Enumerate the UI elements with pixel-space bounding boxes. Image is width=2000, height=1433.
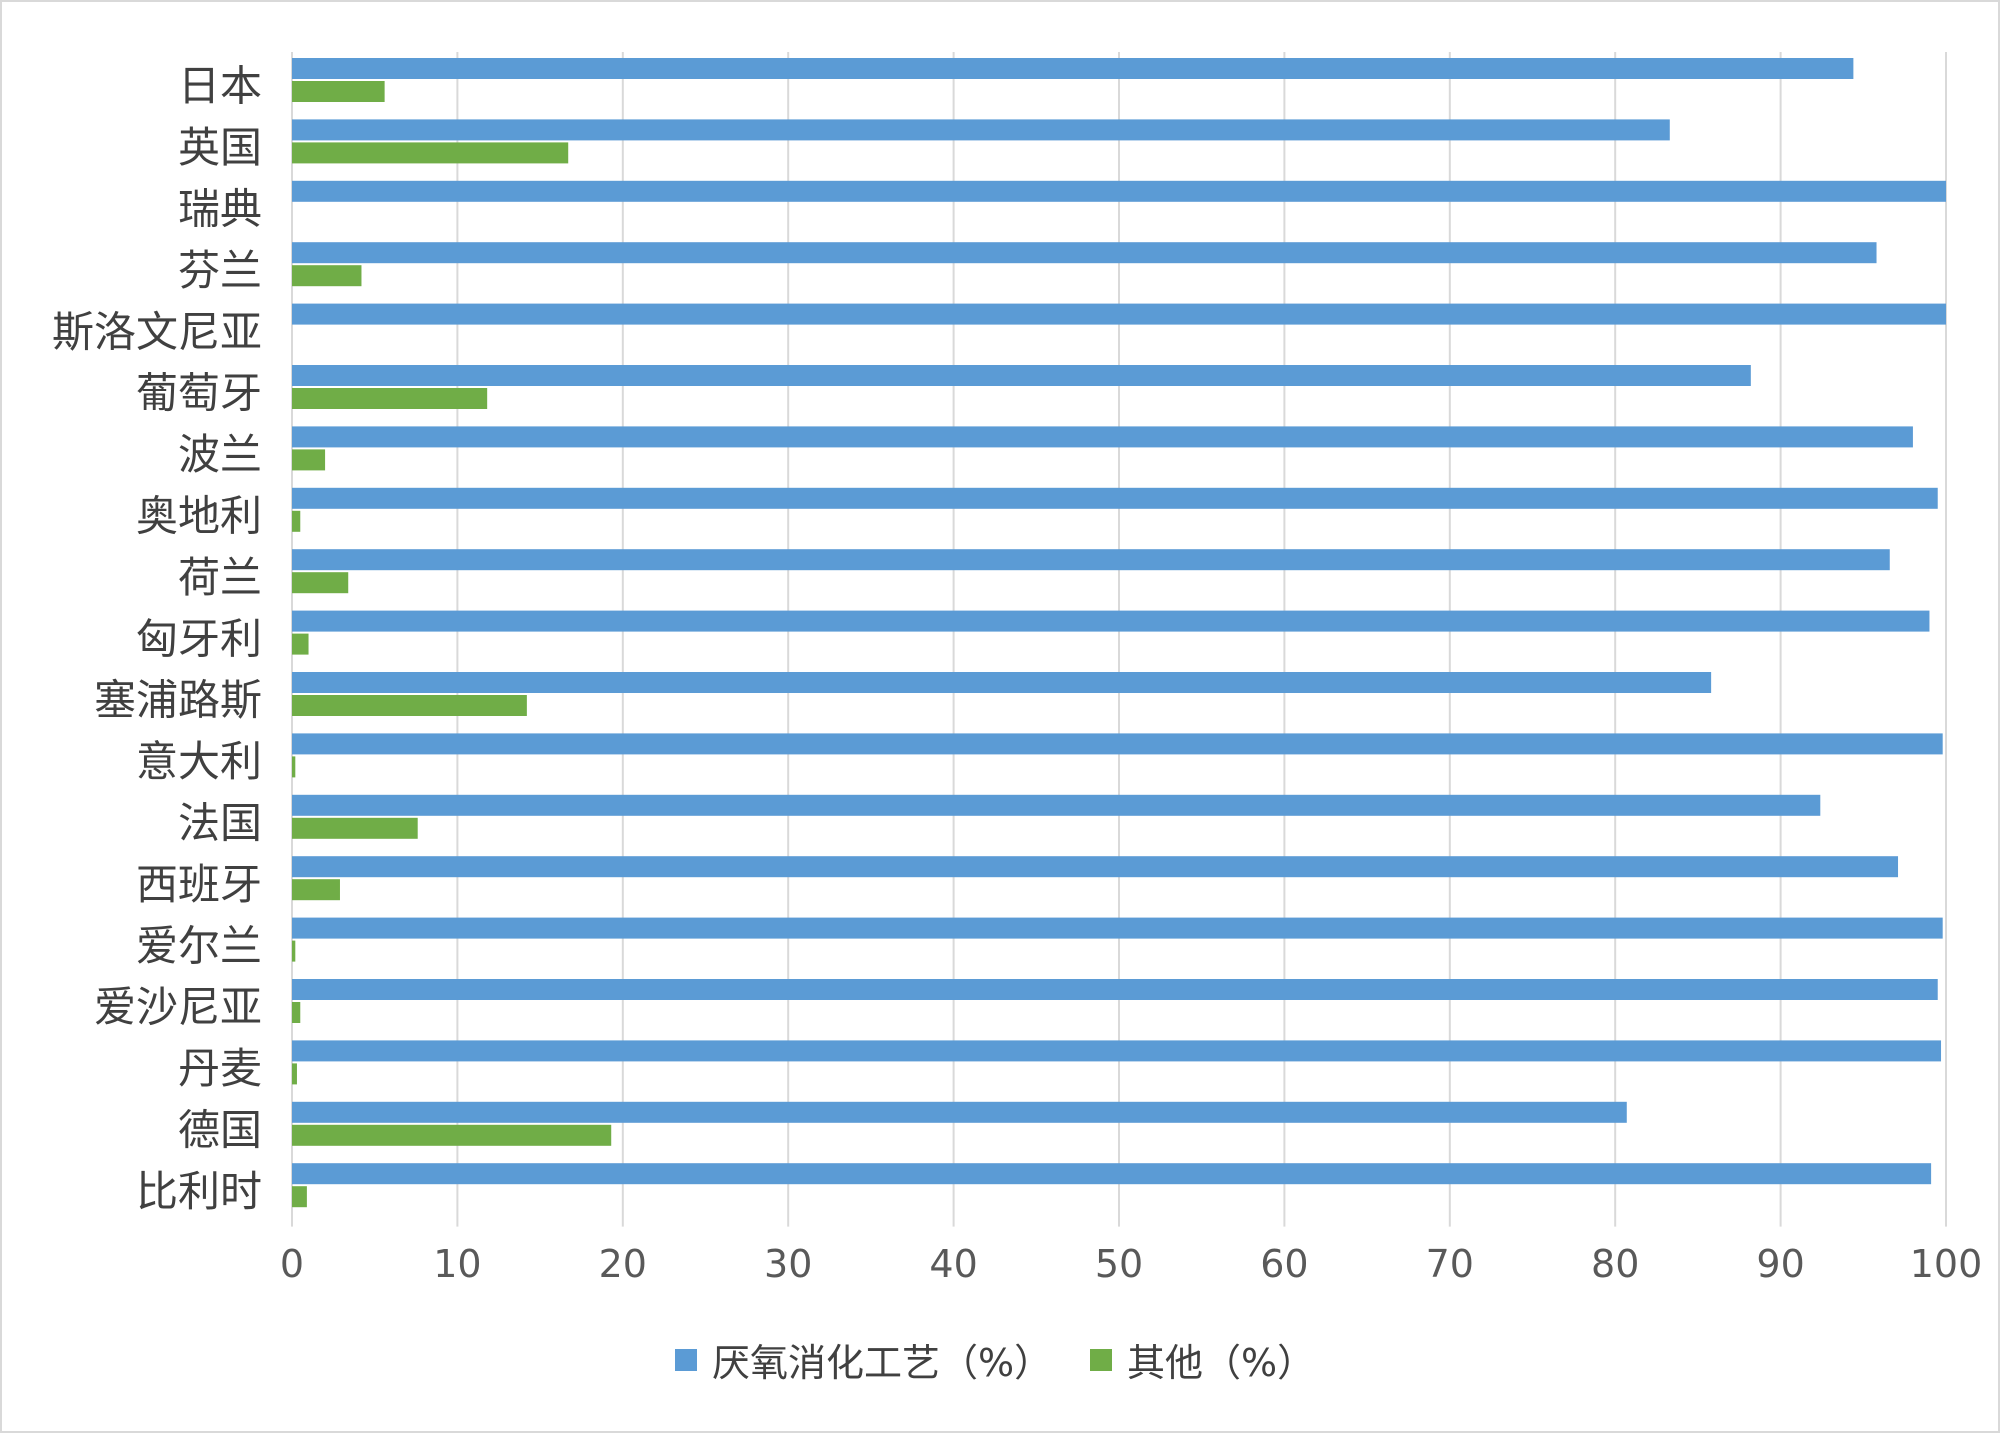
bar-anaerobic-3 xyxy=(292,242,1877,264)
legend-swatch-anaerobic xyxy=(675,1349,697,1371)
category-label: 波兰 xyxy=(178,430,262,479)
x-tick-label: 60 xyxy=(1260,1242,1308,1286)
legend-label-other: 其他（%） xyxy=(1127,1341,1315,1385)
bar-other-3 xyxy=(292,265,362,287)
bar-anaerobic-2 xyxy=(292,180,1946,202)
category-labels: 日本英国瑞典芬兰斯洛文尼亚葡萄牙波兰奥地利荷兰匈牙利塞浦路斯意大利法国西班牙爱尔… xyxy=(52,62,262,1216)
bar-other-0 xyxy=(292,81,385,102)
bar-other-17 xyxy=(292,1124,612,1146)
x-tick-label: 20 xyxy=(599,1242,647,1286)
bar-anaerobic-12 xyxy=(292,794,1821,816)
bar-other-13 xyxy=(292,879,340,901)
category-label: 比利时 xyxy=(136,1167,262,1216)
category-label: 法国 xyxy=(178,799,262,848)
category-label: 瑞典 xyxy=(178,185,262,234)
bar-other-6 xyxy=(292,449,326,471)
bar-anaerobic-1 xyxy=(292,119,1670,141)
bar-anaerobic-0 xyxy=(292,58,1854,79)
bar-anaerobic-14 xyxy=(292,917,1943,939)
bar-other-12 xyxy=(292,817,418,839)
category-label: 塞浦路斯 xyxy=(94,676,262,725)
bar-other-1 xyxy=(292,142,569,164)
bar-anaerobic-4 xyxy=(292,303,1946,325)
category-label: 日本 xyxy=(178,62,262,111)
x-tick-label: 10 xyxy=(433,1242,481,1286)
category-label: 德国 xyxy=(178,1106,262,1155)
category-label: 荷兰 xyxy=(178,553,262,602)
bar-other-10 xyxy=(292,695,527,716)
bar-other-11 xyxy=(292,756,296,778)
bar-anaerobic-13 xyxy=(292,856,1899,878)
bar-other-15 xyxy=(292,1002,301,1023)
bar-anaerobic-7 xyxy=(292,487,1938,509)
category-label: 英国 xyxy=(178,123,262,172)
bar-anaerobic-10 xyxy=(292,672,1712,693)
bar-anaerobic-11 xyxy=(292,733,1943,755)
bars xyxy=(292,58,1946,1208)
bar-other-5 xyxy=(292,388,488,409)
category-label: 爱尔兰 xyxy=(136,921,262,970)
bar-anaerobic-9 xyxy=(292,610,1930,632)
legend-swatch-other xyxy=(1090,1349,1112,1371)
category-label: 爱沙尼亚 xyxy=(94,983,262,1032)
legend: 厌氧消化工艺（%） 其他（%） xyxy=(675,1341,1315,1385)
x-tick-labels: 0 10 20 30 40 50 60 70 80 90 100 xyxy=(280,1242,1982,1286)
category-label: 丹麦 xyxy=(178,1044,262,1093)
category-label: 葡萄牙 xyxy=(136,369,262,418)
x-tick-label: 30 xyxy=(764,1242,812,1286)
bar-anaerobic-5 xyxy=(292,365,1751,386)
x-tick-label: 40 xyxy=(929,1242,977,1286)
bar-anaerobic-16 xyxy=(292,1040,1942,1062)
bar-anaerobic-6 xyxy=(292,426,1913,448)
x-tick-label: 80 xyxy=(1591,1242,1639,1286)
category-label: 芬兰 xyxy=(178,246,262,295)
bar-other-18 xyxy=(292,1186,307,1208)
bar-other-8 xyxy=(292,572,349,594)
bar-other-14 xyxy=(292,940,296,962)
x-tick-label: 50 xyxy=(1095,1242,1143,1286)
bar-anaerobic-17 xyxy=(292,1101,1627,1123)
category-label: 意大利 xyxy=(136,737,262,786)
bar-other-9 xyxy=(292,633,309,655)
category-label: 西班牙 xyxy=(136,860,262,909)
legend-label-anaerobic: 厌氧消化工艺（%） xyxy=(712,1341,1052,1385)
bar-anaerobic-8 xyxy=(292,549,1890,571)
category-label: 斯洛文尼亚 xyxy=(52,307,262,356)
x-tick-label: 70 xyxy=(1426,1242,1474,1286)
category-label: 匈牙利 xyxy=(136,614,262,663)
bar-other-7 xyxy=(292,510,301,532)
x-tick-label: 90 xyxy=(1756,1242,1804,1286)
x-tick-label: 0 xyxy=(280,1242,304,1286)
x-tick-label: 100 xyxy=(1910,1242,1983,1286)
bar-other-16 xyxy=(292,1063,297,1085)
bar-anaerobic-18 xyxy=(292,1163,1932,1185)
category-label: 奥地利 xyxy=(136,492,262,541)
bar-anaerobic-15 xyxy=(292,979,1938,1000)
